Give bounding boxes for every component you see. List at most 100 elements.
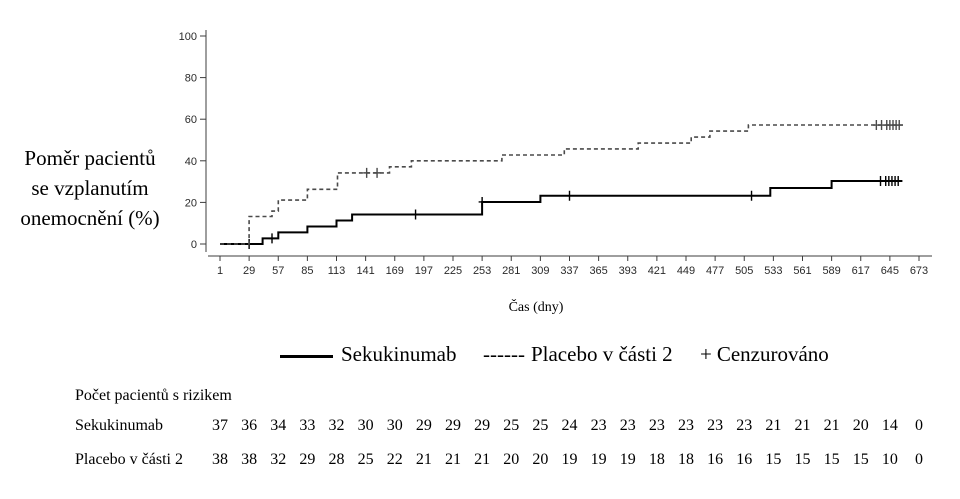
legend-label: Cenzurováno bbox=[716, 342, 829, 366]
y-axis-title-line: Poměr pacientů bbox=[24, 146, 156, 170]
x-tick-label: 561 bbox=[793, 265, 811, 277]
risk-count: 18 bbox=[648, 451, 665, 468]
risk-count: 23 bbox=[648, 417, 665, 434]
risk-count: 15 bbox=[794, 451, 811, 468]
y-axis-title: Poměr pacientů se vzplanutím onemocnění … bbox=[0, 143, 180, 233]
risk-count: 30 bbox=[386, 417, 403, 434]
risk-table-title: Počet pacientů s rizikem bbox=[75, 387, 232, 404]
risk-count: 20 bbox=[532, 451, 549, 468]
censor-mark bbox=[478, 196, 486, 207]
risk-count: 23 bbox=[619, 417, 636, 434]
x-tick-label: 57 bbox=[272, 265, 284, 277]
risk-count: 21 bbox=[445, 451, 461, 468]
dashed-line-icon: ------ bbox=[483, 342, 525, 366]
x-tick-label: 589 bbox=[822, 265, 840, 277]
risk-count: 16 bbox=[707, 451, 724, 468]
y-tick-label: 40 bbox=[185, 156, 197, 168]
risk-count: 24 bbox=[561, 417, 578, 434]
solid-line-icon bbox=[280, 354, 333, 358]
risk-count: 36 bbox=[241, 417, 258, 434]
risk-count: 15 bbox=[765, 451, 782, 468]
risk-row-sekukinumab: Sekukinumab 37 36 34 33 32 30 30 29 29 29 25 25 24 23… bbox=[0, 416, 960, 436]
risk-count: 0 bbox=[915, 451, 923, 468]
risk-count: 34 bbox=[270, 417, 287, 434]
legend-label: Sekukinumab bbox=[341, 342, 457, 366]
x-tick-label: 29 bbox=[243, 265, 255, 277]
risk-count: 22 bbox=[386, 451, 403, 468]
risk-row-placebo: Placebo v části 2 38 38 32 29 28 25 22 21 21 21 20… bbox=[0, 450, 960, 470]
plus-icon: + bbox=[700, 342, 712, 366]
legend-item-sekukinumab: Sekukinumab bbox=[280, 342, 457, 366]
censor-mark bbox=[412, 209, 420, 220]
risk-count: 21 bbox=[765, 417, 782, 434]
y-tick-label: 20 bbox=[185, 197, 197, 209]
risk-count: 32 bbox=[270, 451, 287, 468]
y-tick-label: 80 bbox=[185, 73, 197, 85]
km-chart: 0 20 40 60 80 100 1 29 57 85 113 141 169 197 225 253 28… bbox=[179, 30, 932, 277]
legend-label: Placebo v části 2 bbox=[530, 342, 673, 366]
x-tick-label: 253 bbox=[473, 265, 491, 277]
risk-count: 10 bbox=[881, 451, 898, 468]
x-tick-label: 449 bbox=[677, 265, 695, 277]
censor-mark bbox=[268, 233, 276, 244]
x-tick-label: 113 bbox=[328, 265, 346, 277]
x-tick-label: 477 bbox=[706, 265, 724, 277]
risk-count: 33 bbox=[299, 417, 316, 434]
risk-count: 23 bbox=[707, 417, 724, 434]
risk-count: 28 bbox=[328, 451, 345, 468]
risk-count: 18 bbox=[678, 451, 694, 468]
risk-row-label: Placebo v části 2 bbox=[75, 451, 183, 468]
risk-count: 32 bbox=[328, 417, 345, 434]
censor-mark bbox=[566, 190, 573, 201]
risk-row-label: Sekukinumab bbox=[75, 417, 163, 434]
risk-count: 15 bbox=[852, 451, 869, 468]
x-tick-label: 169 bbox=[386, 265, 404, 277]
risk-count: 38 bbox=[212, 451, 228, 468]
x-tick-label: 617 bbox=[852, 265, 870, 277]
x-tick-label: 281 bbox=[502, 265, 520, 277]
x-axis-title: Čas (dny) bbox=[508, 300, 564, 315]
y-axis-title-line: se vzplanutím bbox=[31, 176, 149, 200]
series-sekukinumab bbox=[220, 175, 903, 249]
risk-count: 20 bbox=[852, 417, 869, 434]
risk-count: 29 bbox=[299, 451, 316, 468]
x-tick-label: 85 bbox=[301, 265, 313, 277]
y-tick-label: 0 bbox=[191, 239, 197, 251]
x-tick-label: 225 bbox=[444, 265, 462, 277]
risk-count: 19 bbox=[590, 451, 607, 468]
risk-count: 19 bbox=[619, 451, 636, 468]
x-tick-label: 505 bbox=[735, 265, 753, 277]
risk-count: 25 bbox=[532, 417, 549, 434]
x-tick-label: 141 bbox=[356, 265, 374, 277]
risk-count: 23 bbox=[590, 417, 607, 434]
x-tick-label: 337 bbox=[560, 265, 578, 277]
risk-count: 15 bbox=[823, 451, 840, 468]
x-tick-label: 393 bbox=[619, 265, 637, 277]
risk-count: 29 bbox=[445, 417, 461, 434]
risk-count: 29 bbox=[474, 417, 491, 434]
x-tick-label: 645 bbox=[881, 265, 899, 277]
risk-count: 38 bbox=[241, 451, 258, 468]
risk-count: 30 bbox=[357, 417, 374, 434]
risk-count: 21 bbox=[415, 451, 432, 468]
plot-series bbox=[220, 120, 905, 249]
x-tick-label: 421 bbox=[648, 265, 666, 277]
risk-count: 37 bbox=[212, 417, 228, 434]
legend: Sekukinumab ------ Placebo v části 2 + C… bbox=[0, 342, 960, 366]
x-tick-label: 533 bbox=[764, 265, 782, 277]
risk-count: 19 bbox=[561, 451, 578, 468]
legend-item-censored: + Cenzurováno bbox=[700, 342, 829, 366]
risk-count: 0 bbox=[915, 417, 923, 434]
x-tick-label: 1 bbox=[217, 265, 223, 277]
risk-count: 14 bbox=[881, 417, 898, 434]
risk-count: 23 bbox=[736, 417, 753, 434]
censor-mark bbox=[373, 167, 381, 178]
risk-count: 21 bbox=[474, 451, 491, 468]
risk-count: 23 bbox=[678, 417, 694, 434]
censor-mark bbox=[363, 167, 371, 178]
x-tick-label: 365 bbox=[589, 265, 607, 277]
risk-count: 20 bbox=[503, 451, 520, 468]
censor-mark bbox=[895, 120, 903, 131]
sekukinumab-curve bbox=[220, 180, 903, 245]
